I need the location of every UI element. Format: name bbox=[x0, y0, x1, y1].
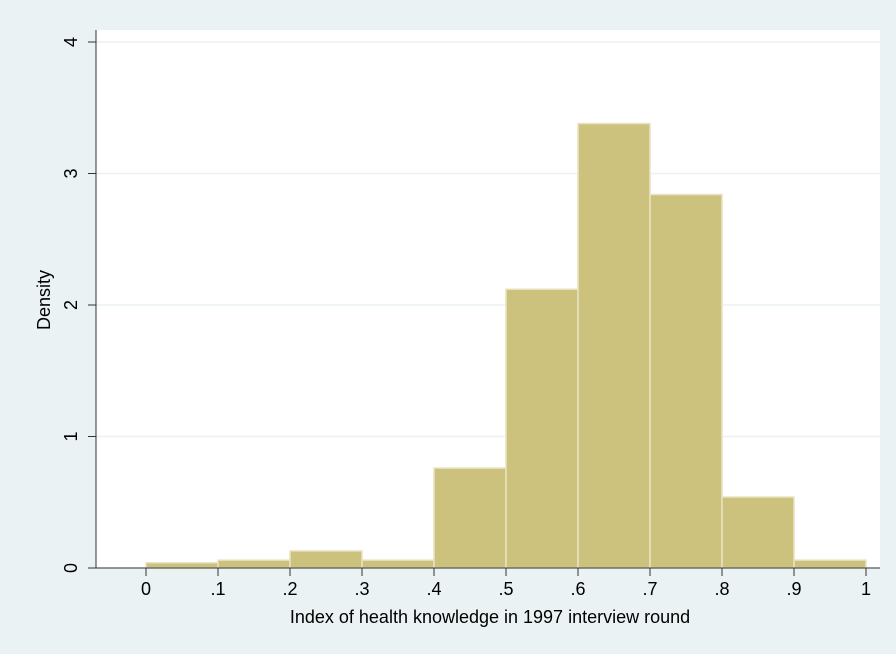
bar bbox=[361, 559, 435, 569]
y-tick-label: 4 bbox=[61, 37, 81, 47]
x-tick-label: .5 bbox=[498, 579, 513, 599]
x-tick-label: .7 bbox=[642, 579, 657, 599]
x-tick-label: 0 bbox=[141, 579, 151, 599]
bar bbox=[289, 550, 363, 569]
bar bbox=[721, 496, 795, 569]
bar bbox=[793, 559, 867, 569]
bar bbox=[577, 122, 651, 569]
y-axis-title: Density bbox=[34, 270, 54, 330]
x-tick-label: 1 bbox=[861, 579, 871, 599]
x-tick-label: .2 bbox=[282, 579, 297, 599]
bar bbox=[649, 193, 723, 569]
x-tick-label: .8 bbox=[714, 579, 729, 599]
bar bbox=[145, 561, 219, 569]
y-tick-label: 0 bbox=[61, 563, 81, 573]
bar bbox=[217, 559, 291, 569]
bar bbox=[505, 288, 579, 569]
y-tick-label: 1 bbox=[61, 431, 81, 441]
y-tick-label: 2 bbox=[61, 300, 81, 310]
x-tick-label: .9 bbox=[786, 579, 801, 599]
x-tick-label: .3 bbox=[354, 579, 369, 599]
x-tick-label: .4 bbox=[426, 579, 441, 599]
y-tick-label: 3 bbox=[61, 168, 81, 178]
x-tick-label: .1 bbox=[210, 579, 225, 599]
x-axis-title: Index of health knowledge in 1997 interv… bbox=[290, 607, 690, 627]
x-tick-label: .6 bbox=[570, 579, 585, 599]
bar bbox=[433, 467, 507, 569]
